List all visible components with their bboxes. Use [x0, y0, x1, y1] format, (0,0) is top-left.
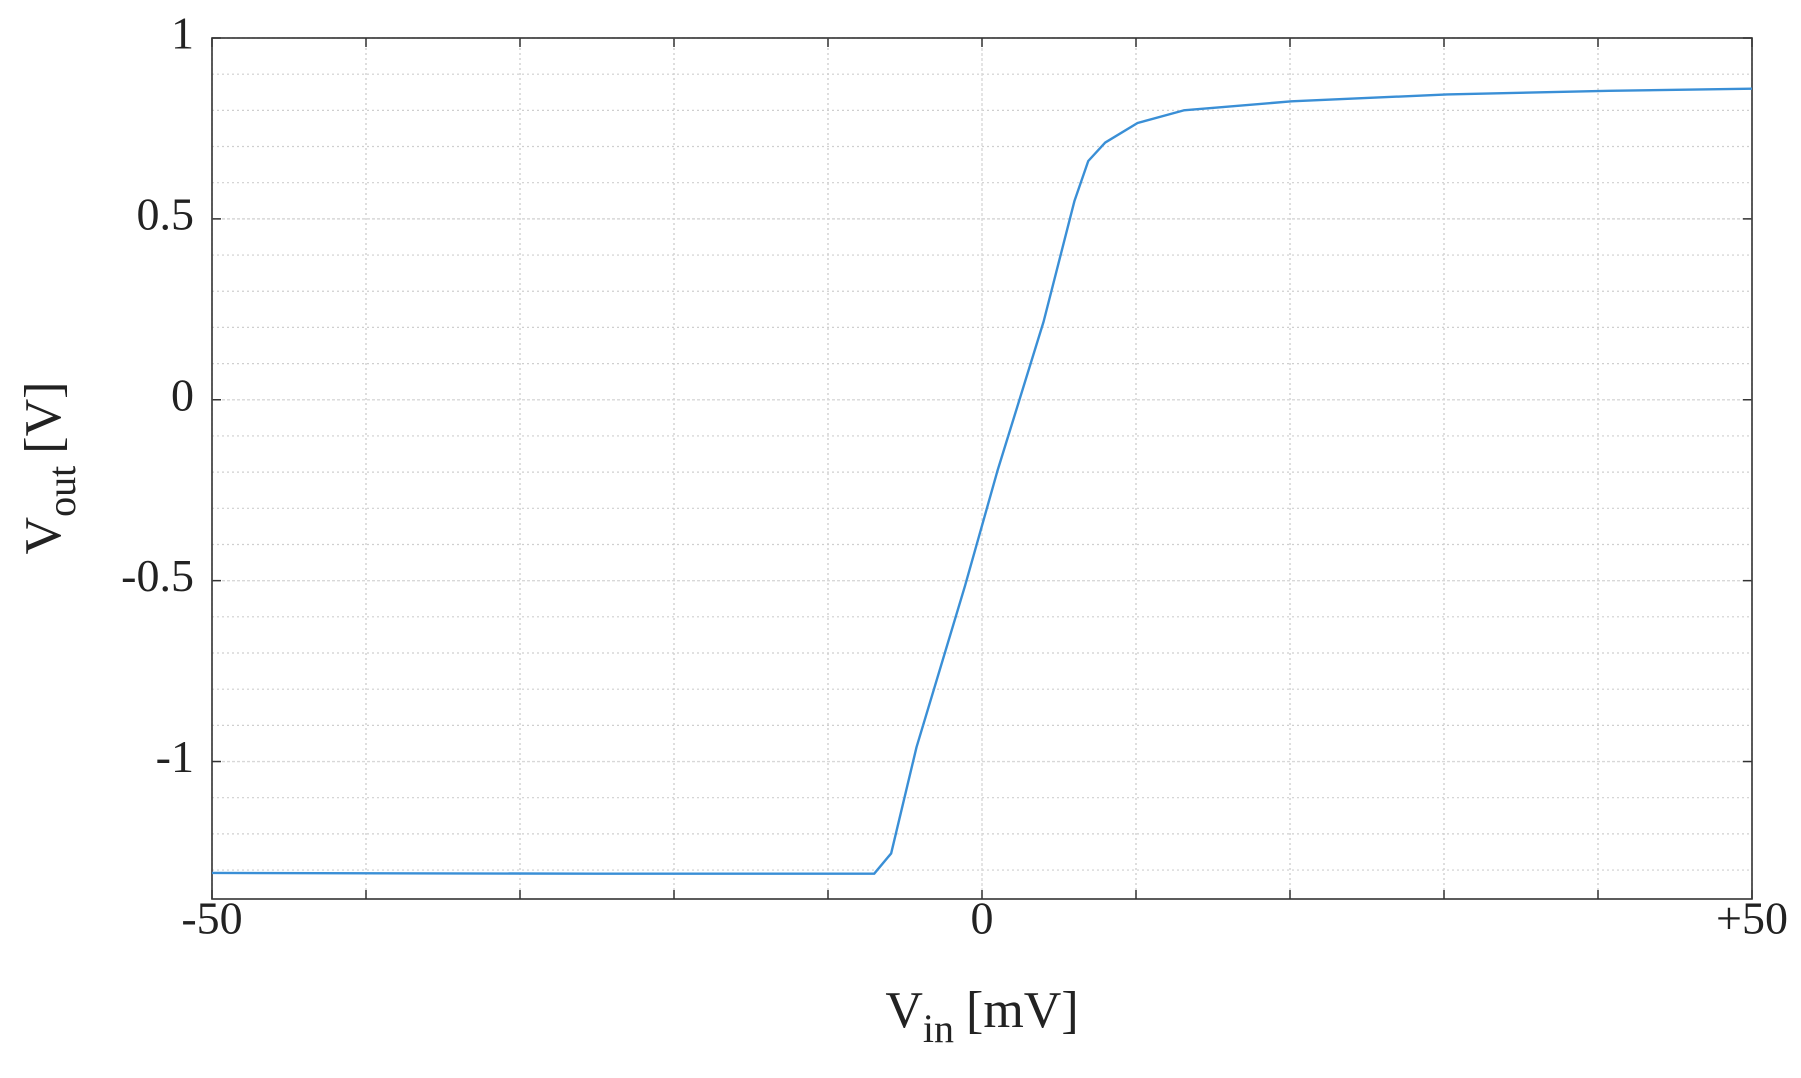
y-tick-label: 0.5	[137, 188, 195, 239]
data-line	[211, 87, 1753, 875]
y-tick-label: 0	[171, 369, 194, 420]
x-axis-label: Vin [mV]	[885, 982, 1078, 1051]
y-label-sub: out	[39, 466, 84, 517]
y-tick-label: -0.5	[121, 550, 194, 601]
y-tick-label: -1	[156, 731, 194, 782]
y-axis-label: Vout [V]	[15, 382, 84, 555]
x-tick-label: 0	[971, 893, 994, 944]
x-label-main: V	[885, 982, 923, 1039]
y-tick-label: 1	[171, 8, 194, 59]
x-label-sub: in	[923, 1006, 954, 1051]
y-label-main: V	[15, 517, 72, 555]
x-label-unit: [mV]	[966, 982, 1079, 1039]
plot-frame	[211, 37, 1753, 900]
x-tick-label: -50	[181, 893, 242, 944]
y-label-unit: [V]	[15, 382, 72, 454]
x-tick-label: +50	[1716, 893, 1788, 944]
